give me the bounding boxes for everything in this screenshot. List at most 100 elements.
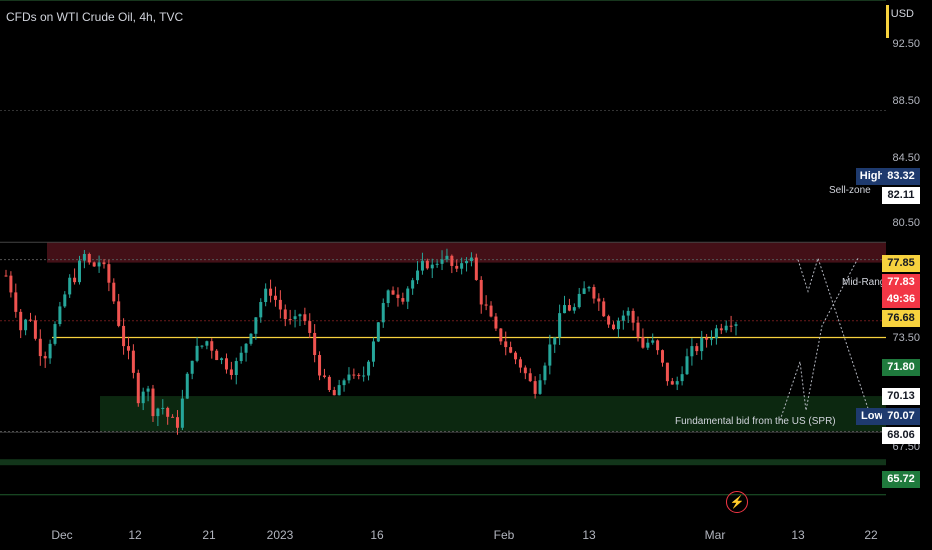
candle-body bbox=[597, 298, 601, 302]
mid-price-label: 76.68 bbox=[882, 310, 920, 327]
candle-body bbox=[592, 287, 596, 299]
candle-body bbox=[616, 320, 620, 330]
candle-body bbox=[489, 305, 493, 317]
candle-body bbox=[376, 322, 380, 342]
candle-body bbox=[117, 301, 121, 326]
candle-body bbox=[161, 407, 165, 409]
candle-body bbox=[425, 260, 429, 269]
mid-range-note: Mid-Range bbox=[842, 277, 891, 288]
candle-body bbox=[259, 302, 263, 318]
candle-body bbox=[107, 264, 111, 283]
currency-marker bbox=[886, 5, 889, 38]
candle-body bbox=[269, 288, 273, 296]
spr-price-label: 68.06 bbox=[882, 427, 920, 444]
candle-body bbox=[538, 380, 542, 394]
candle-body bbox=[543, 365, 547, 381]
candle-body bbox=[445, 255, 449, 260]
high-price-label: 83.32 bbox=[882, 168, 920, 185]
candle-body bbox=[499, 328, 503, 342]
candle-body bbox=[264, 288, 268, 303]
candle-body bbox=[9, 275, 13, 293]
candle-body bbox=[136, 372, 140, 404]
candle-body bbox=[533, 381, 537, 394]
x-tick: Feb bbox=[493, 528, 515, 542]
candle-body bbox=[695, 346, 699, 352]
candle-body bbox=[362, 375, 366, 377]
low-tag: Low bbox=[856, 408, 888, 425]
low-price-label: 70.07 bbox=[882, 408, 920, 425]
candle-body bbox=[469, 257, 473, 262]
candle-body bbox=[4, 275, 8, 277]
current-price-label: 77.83 bbox=[882, 274, 920, 291]
candle-body bbox=[146, 388, 150, 392]
candle-body bbox=[719, 328, 723, 331]
candle-body bbox=[87, 254, 91, 263]
candle-body bbox=[587, 287, 591, 289]
candle-body bbox=[185, 373, 189, 399]
candle-body bbox=[200, 345, 204, 347]
candle-body bbox=[239, 352, 243, 362]
candle-body bbox=[38, 338, 42, 357]
sell-zone-note: Sell-zone bbox=[829, 185, 871, 196]
candle-body bbox=[705, 337, 709, 340]
candle-body bbox=[82, 254, 86, 261]
candle-body bbox=[308, 321, 312, 333]
candle-body bbox=[675, 381, 679, 385]
candle-body bbox=[195, 345, 199, 361]
candle-body bbox=[342, 380, 346, 386]
candle-body bbox=[313, 332, 317, 356]
candle-body bbox=[210, 341, 214, 351]
candle-body bbox=[303, 314, 307, 322]
candle-body bbox=[651, 340, 655, 343]
candle-body bbox=[420, 260, 424, 271]
candle-body bbox=[53, 324, 57, 344]
candle-body bbox=[28, 319, 32, 321]
candle-body bbox=[332, 390, 336, 396]
candle-body bbox=[318, 355, 322, 376]
candle-body bbox=[171, 416, 175, 418]
candle-body bbox=[367, 361, 371, 376]
candle-body bbox=[63, 294, 67, 307]
candle-body bbox=[122, 325, 126, 347]
x-tick: 21 bbox=[202, 528, 216, 542]
candle-body bbox=[371, 341, 375, 362]
candle-body bbox=[244, 343, 248, 353]
candle-body bbox=[33, 320, 37, 339]
candle-body bbox=[43, 356, 47, 359]
candle-body bbox=[58, 306, 62, 325]
candle-body bbox=[474, 257, 478, 280]
candle-body bbox=[518, 359, 522, 368]
sell-zone bbox=[47, 242, 886, 263]
candle-body bbox=[175, 417, 179, 428]
currency-label[interactable]: USD bbox=[890, 8, 914, 20]
candle-body bbox=[220, 358, 224, 361]
candle-body bbox=[553, 337, 557, 345]
alert-bolt-icon[interactable]: ⚡ bbox=[726, 491, 748, 513]
candle-body bbox=[180, 398, 184, 428]
high-tag: High bbox=[856, 168, 888, 185]
candle-body bbox=[460, 263, 464, 269]
y-tick: 67.50 bbox=[892, 441, 920, 453]
bottom-price-label: 65.72 bbox=[882, 471, 920, 488]
candle-body bbox=[131, 350, 135, 373]
candle-body bbox=[602, 301, 606, 317]
spr-zone bbox=[0, 459, 886, 466]
candle-body bbox=[690, 346, 694, 357]
candle-body bbox=[386, 290, 390, 304]
candle-body bbox=[406, 288, 410, 302]
candle-body bbox=[273, 295, 277, 300]
candle-body bbox=[97, 262, 101, 267]
candle-body bbox=[416, 270, 420, 281]
x-tick: 2023 bbox=[266, 528, 294, 542]
candle-body bbox=[710, 338, 714, 340]
candle-body bbox=[656, 340, 660, 351]
candle-body bbox=[254, 317, 258, 334]
y-tick: 73.50 bbox=[892, 332, 920, 344]
candle-body bbox=[215, 350, 219, 361]
candle-body bbox=[612, 324, 616, 330]
candle-body bbox=[680, 374, 684, 382]
candle-body bbox=[249, 333, 253, 344]
candle-body bbox=[411, 280, 415, 289]
x-tick: 22 bbox=[864, 528, 878, 542]
